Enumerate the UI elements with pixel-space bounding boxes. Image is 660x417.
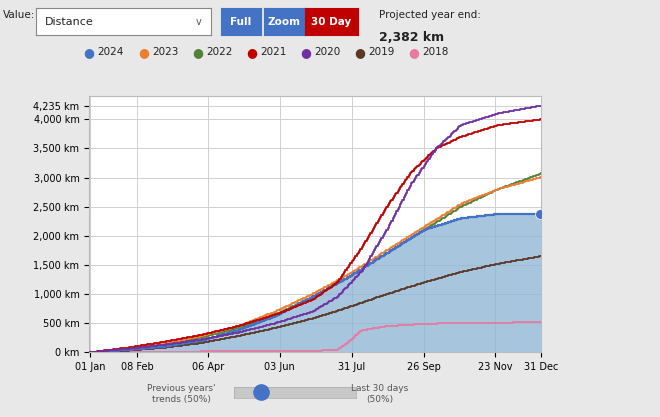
Text: Distance: Distance (45, 17, 94, 27)
Text: Value:: Value: (3, 10, 36, 20)
Text: Projected year end:: Projected year end: (379, 10, 481, 20)
Text: ●: ● (138, 45, 148, 59)
Text: 2019: 2019 (368, 47, 395, 57)
Text: Last 30 days
(50%): Last 30 days (50%) (351, 384, 408, 404)
Text: 2018: 2018 (422, 47, 449, 57)
Text: 30 Day: 30 Day (312, 17, 351, 27)
Text: 2024: 2024 (98, 47, 124, 57)
Text: 2022: 2022 (206, 47, 232, 57)
Text: ●: ● (84, 45, 94, 59)
Text: 2021: 2021 (260, 47, 286, 57)
Text: 2,382 km: 2,382 km (379, 31, 445, 44)
Text: ●: ● (354, 45, 365, 59)
Text: Zoom: Zoom (267, 17, 300, 27)
Text: Previous years'
trends (50%): Previous years' trends (50%) (147, 384, 216, 404)
Text: ●: ● (192, 45, 203, 59)
Text: Full: Full (230, 17, 251, 27)
Text: v: v (196, 17, 202, 27)
Text: ●: ● (409, 45, 419, 59)
Text: ●: ● (246, 45, 257, 59)
Text: 2023: 2023 (152, 47, 178, 57)
Text: ●: ● (300, 45, 311, 59)
Text: 2020: 2020 (314, 47, 341, 57)
